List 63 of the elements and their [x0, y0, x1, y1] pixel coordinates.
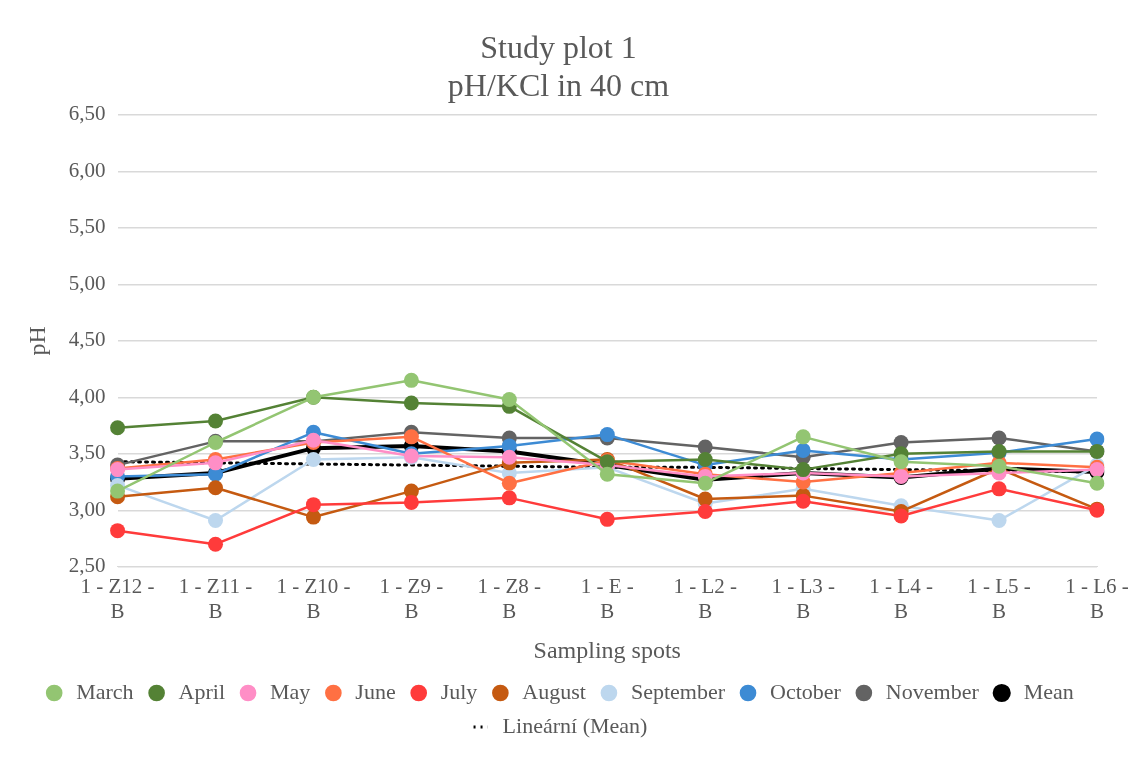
- point: [991, 512, 1007, 528]
- point: [991, 481, 1007, 497]
- legend-label: May: [270, 678, 311, 704]
- point: [599, 466, 615, 482]
- chart-subtitle: pH/KCl in 40 cm: [447, 67, 670, 104]
- legend-label: Mean: [1023, 678, 1074, 704]
- point: [305, 497, 321, 513]
- point: [110, 420, 126, 436]
- y-tick-label: 2,50: [68, 553, 106, 578]
- point: [110, 483, 126, 499]
- x-tick-label: 1 - E - B: [580, 573, 634, 624]
- point: [208, 455, 223, 471]
- point: [795, 442, 811, 458]
- legend-label: July: [440, 678, 478, 704]
- point: [110, 523, 126, 539]
- point: [403, 429, 419, 445]
- x-tick-label: 1 - L5 - B: [967, 573, 1031, 624]
- legend-label: October: [770, 678, 842, 704]
- legend-label: June: [355, 678, 396, 704]
- point: [208, 536, 223, 552]
- point: [501, 490, 517, 506]
- point: [403, 395, 419, 411]
- legend-label: March: [76, 678, 134, 704]
- point: [991, 430, 1007, 446]
- y-tick-label: 6,00: [68, 157, 106, 182]
- point: [697, 451, 713, 467]
- point: [795, 429, 811, 445]
- point: [893, 508, 909, 524]
- x-axis-title: Sampling spots: [533, 636, 681, 663]
- legend-label: September: [630, 678, 726, 704]
- y-tick-label: 3,00: [68, 496, 106, 521]
- point: [208, 413, 223, 429]
- y-tick-label: 6,50: [68, 101, 106, 126]
- y-tick-label: 4,00: [68, 383, 106, 408]
- x-tick-label: 1 - L4 - B: [869, 573, 933, 624]
- legend-label: August: [522, 678, 586, 704]
- point: [599, 511, 615, 527]
- legend-label: November: [885, 678, 980, 704]
- y-tick-label: 4,50: [68, 327, 106, 352]
- x-tick-label: 1 - L2 - B: [673, 573, 738, 624]
- point: [501, 475, 517, 491]
- point: [1089, 475, 1105, 491]
- y-tick-label: 5,00: [68, 270, 106, 295]
- chart-title: Study plot 1: [480, 28, 637, 65]
- x-tick-label: 1 - L3 - B: [771, 573, 835, 624]
- x-tick-label: 1 - Z8 - B: [477, 573, 542, 624]
- legend-label: April: [178, 678, 226, 704]
- point: [305, 451, 321, 467]
- x-tick-label: 1 - L6 - B: [1065, 573, 1129, 624]
- x-tick-label: 1 - Z9 - B: [379, 573, 444, 624]
- x-tick-label: 1 - Z11 - B: [178, 573, 253, 624]
- point: [208, 512, 223, 528]
- point: [208, 480, 223, 496]
- legend-label: Lineární (Mean): [502, 712, 648, 738]
- point: [795, 493, 811, 509]
- point: [501, 449, 517, 465]
- y-tick-label: 3,50: [68, 440, 106, 465]
- y-axis-title: pH: [23, 326, 50, 356]
- point: [501, 392, 517, 408]
- point: [403, 494, 419, 510]
- y-tick-label: 5,50: [68, 214, 106, 239]
- point: [403, 372, 419, 388]
- x-tick-label: 1 - Z10 - B: [276, 573, 351, 624]
